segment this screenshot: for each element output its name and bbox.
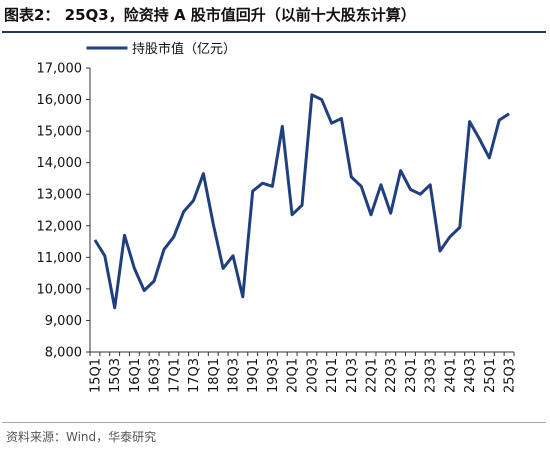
bottom-rule: [2, 422, 546, 423]
x-tick-label: 23Q1: [404, 358, 419, 393]
x-tick-label: 21Q1: [325, 358, 340, 393]
x-tick-label: 15Q3: [108, 358, 123, 393]
y-tick-label: 17,000: [37, 62, 83, 77]
chart-title: 图表2： 25Q3，险资持 A 股市值回升（以前十大股东计算）: [4, 6, 416, 24]
x-tick-label: 20Q3: [305, 358, 320, 393]
x-tick-label: 21Q3: [345, 358, 360, 393]
y-tick-label: 13,000: [37, 188, 83, 203]
x-tick-label: 25Q1: [483, 358, 498, 393]
x-tick-label: 16Q3: [148, 358, 163, 393]
x-tick-label: 19Q1: [246, 358, 261, 393]
y-tick-label: 10,000: [37, 282, 83, 297]
x-tick-label: 16Q1: [128, 358, 143, 393]
source-note: 资料来源：Wind，华泰研究: [6, 430, 157, 444]
legend: 持股市值（亿元）: [86, 41, 236, 57]
x-tick-label: 15Q1: [88, 358, 103, 393]
title-rule: [2, 31, 546, 33]
line-chart: 持股市值（亿元） 8,000 9,000 10,000 11,000 12,000 13,…: [37, 41, 518, 393]
x-tick-label: 24Q1: [443, 358, 458, 393]
x-tick-label: 19Q3: [266, 358, 281, 393]
x-tick-label: 18Q3: [226, 358, 241, 393]
x-tick-label: 24Q3: [463, 358, 478, 393]
x-tick-label: 25Q3: [503, 358, 518, 393]
y-tick-label: 15,000: [37, 125, 83, 140]
x-axis: 15Q1 15Q3 16Q1 16Q3 17Q1 17Q3 18Q1 18Q3 19Q1 19Q3…: [88, 351, 518, 393]
x-tick-label: 22Q3: [384, 358, 399, 393]
x-tick-label: 17Q1: [167, 358, 182, 393]
x-tick-label: 22Q1: [365, 358, 380, 393]
y-axis: 8,000 9,000 10,000 11,000 12,000 13,000 14,000…: [37, 62, 91, 361]
x-tick-label: 17Q3: [187, 358, 202, 393]
x-tick-label: 18Q1: [207, 358, 222, 393]
y-tick-label: 9,000: [45, 314, 82, 329]
series-line-market-value: [93, 93, 510, 310]
x-tick-label: 20Q1: [286, 358, 301, 393]
x-tick-label: 23Q3: [424, 358, 439, 393]
legend-label: 持股市值（亿元）: [132, 41, 236, 57]
y-tick-label: 8,000: [45, 346, 82, 361]
y-tick-label: 14,000: [37, 156, 83, 171]
y-tick-label: 11,000: [37, 251, 83, 266]
y-tick-label: 12,000: [37, 219, 83, 234]
y-tick-label: 16,000: [37, 93, 83, 108]
